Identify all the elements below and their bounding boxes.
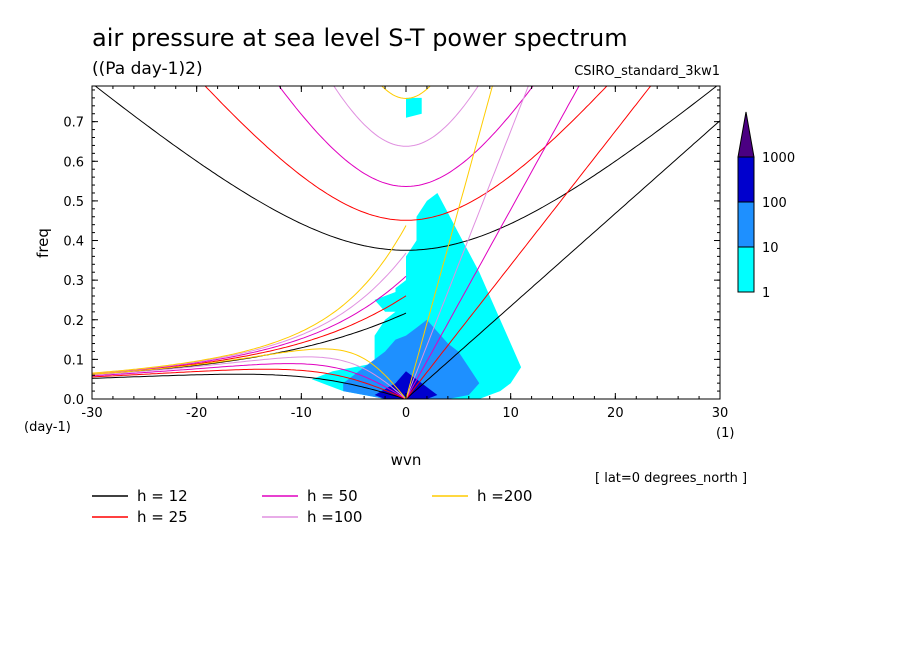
- colorbar-label: 1000: [762, 151, 795, 166]
- colorbar-label: 10: [762, 241, 779, 256]
- kelvin-curve-h50: [405, 86, 580, 399]
- y-unit-label: (day-1): [24, 420, 71, 435]
- y-axis-label: freq: [34, 228, 52, 258]
- x-tick-label: 0: [402, 406, 410, 421]
- colorbar-overflow: [737, 111, 755, 158]
- x-tick-label: 10: [502, 406, 519, 421]
- mrg-curve-h200: [92, 225, 407, 374]
- kelvin-curve-h100: [405, 86, 529, 399]
- x-tick-label: -10: [291, 406, 312, 421]
- colorbar-label: 1: [762, 286, 770, 301]
- y-tick-label: 0.1: [63, 353, 84, 368]
- colorbar-segment: [737, 156, 755, 203]
- ig-curve-h100: [333, 86, 479, 147]
- x-unit-label: (1): [716, 426, 734, 441]
- colorbar: 1000 100 10 1: [737, 111, 795, 301]
- chart-units: ((Pa day-1)2): [92, 59, 203, 79]
- er-curve-h50: [92, 363, 407, 399]
- y-tick-label: 0.5: [63, 195, 84, 210]
- chart-title: air pressure at sea level S-T power spec…: [92, 24, 628, 52]
- x-axis: -30 -20 -10 0 10 20 30: [81, 86, 728, 421]
- kelvin-curve-h25: [405, 86, 652, 399]
- ig-curve-h50: [278, 86, 534, 188]
- y-tick-label: 0.3: [63, 274, 84, 289]
- contour-region-1: [311, 193, 522, 399]
- legend-label: h =100: [307, 508, 362, 526]
- mrg-curve-h25: [92, 295, 407, 375]
- er-curve-h25: [92, 368, 407, 399]
- colorbar-segment: [737, 246, 755, 293]
- contour-region-4: [343, 319, 480, 399]
- legend-label: h = 25: [137, 508, 188, 526]
- x-tick-label: 20: [607, 406, 624, 421]
- y-tick-label: 0.2: [63, 314, 84, 329]
- x-tick-label: -30: [81, 406, 102, 421]
- ig-curve-h12: [94, 86, 718, 251]
- dispersion-curves: [92, 86, 720, 399]
- legend-label: h = 50: [307, 487, 358, 505]
- kelvin-curve-h200: [405, 86, 493, 399]
- er-curve-h100: [92, 356, 407, 399]
- er-curve-h200: [92, 348, 407, 399]
- y-tick-label: 0.0: [63, 393, 84, 408]
- x-axis-label: wvn: [391, 451, 422, 469]
- model-name: CSIRO_standard_3kw1: [574, 64, 720, 79]
- legend-label: h =200: [477, 487, 532, 505]
- x-tick-label: 30: [712, 406, 729, 421]
- y-axis: 0.0 0.1 0.2 0.3 0.4 0.5 0.6 0.7: [63, 89, 720, 408]
- y-tick-label: 0.4: [63, 235, 84, 250]
- ig-curve-h25: [204, 86, 608, 221]
- kelvin-curve-h12: [405, 120, 720, 399]
- contour-region-3: [406, 97, 422, 118]
- y-tick-label: 0.7: [63, 116, 84, 131]
- er-curve-h12: [92, 373, 407, 399]
- x-tick-label: -20: [186, 406, 207, 421]
- ig-curve-h200: [381, 86, 431, 100]
- legend-label: h = 12: [137, 487, 188, 505]
- colorbar-segment: [737, 201, 755, 248]
- legend: h = 12 h = 25 h = 50 h =100 h =200: [92, 487, 532, 526]
- latitude-annotation: [ lat=0 degrees_north ]: [595, 471, 747, 486]
- colorbar-label: 100: [762, 196, 787, 211]
- contour-region-2: [374, 280, 417, 312]
- y-tick-label: 0.6: [63, 155, 84, 170]
